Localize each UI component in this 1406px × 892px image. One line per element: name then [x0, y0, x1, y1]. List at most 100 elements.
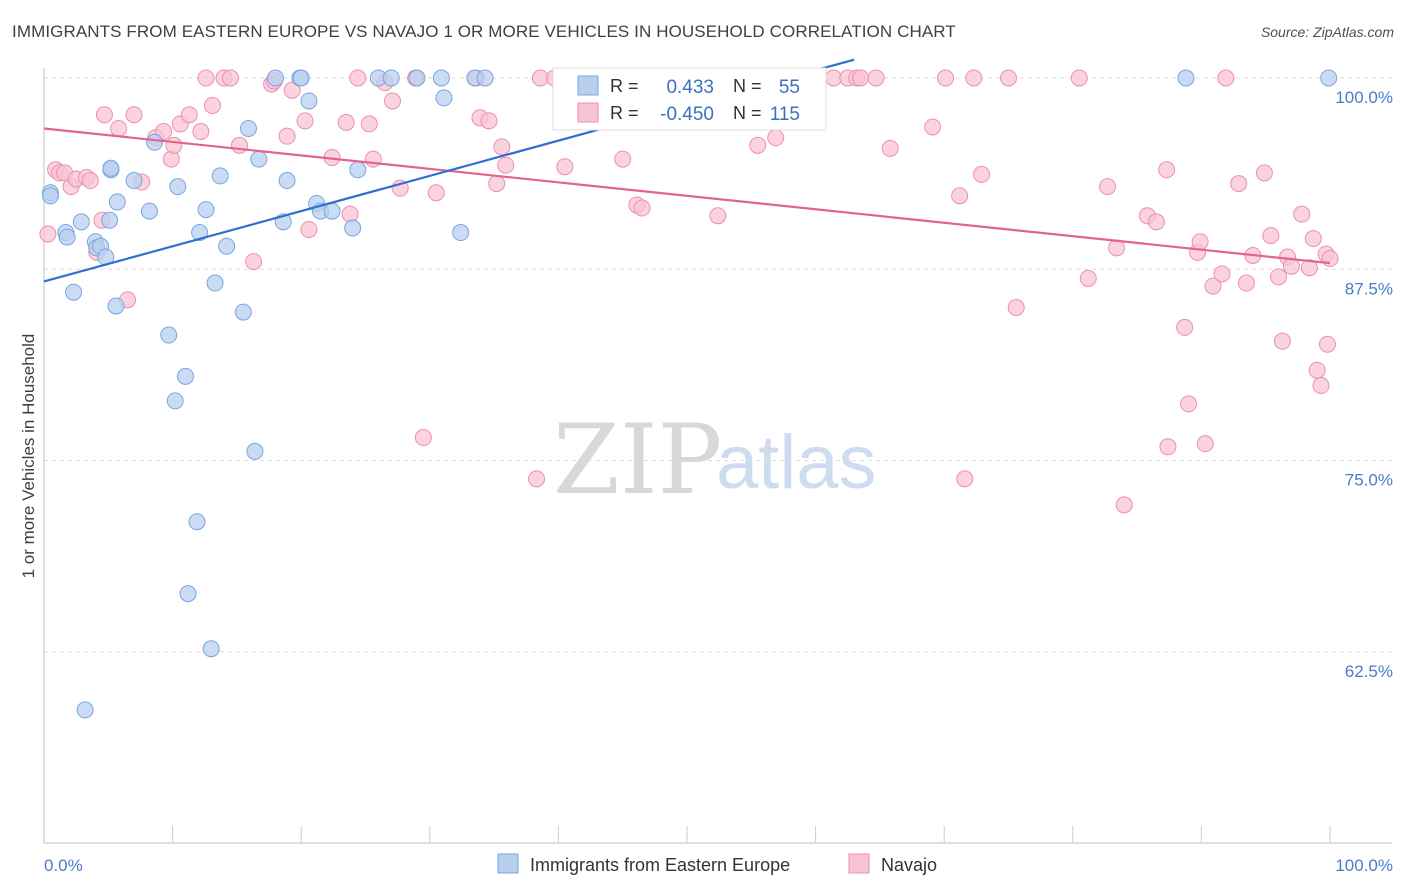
navajo-point	[1270, 268, 1288, 286]
navajo-point	[1293, 205, 1311, 223]
navajo-point	[1159, 438, 1177, 456]
eastern-europe-point	[197, 201, 215, 219]
navajo-point	[528, 470, 546, 488]
eastern-europe-point	[246, 442, 264, 460]
legend-swatch-navajo	[848, 853, 870, 874]
eastern-europe-point	[278, 172, 296, 190]
eastern-europe-point	[107, 297, 125, 315]
eastern-europe-point	[191, 224, 209, 242]
navajo-point	[1000, 69, 1017, 87]
navajo-point	[614, 150, 632, 168]
source-credit: Source: ZipAtlas.com	[1260, 24, 1394, 40]
eastern-europe-point	[41, 187, 59, 205]
eastern-europe-point	[160, 326, 178, 344]
eastern-europe-point	[166, 392, 184, 410]
navajo-point	[709, 207, 727, 225]
navajo-point	[245, 253, 263, 271]
navajo-point	[414, 429, 432, 447]
y-tick-label-0: 100.0%	[1335, 88, 1393, 107]
navajo-point	[488, 175, 506, 193]
navajo-point	[1273, 332, 1291, 350]
navajo-point	[1300, 259, 1318, 277]
eastern-europe-points	[41, 69, 1338, 719]
eastern-europe-point	[146, 133, 164, 151]
eastern-europe-point	[382, 69, 400, 87]
stats-r-value-pink: -0.450	[660, 104, 714, 125]
navajo-point	[852, 69, 870, 87]
legend-label-eastern-europe: Immigrants from Eastern Europe	[530, 855, 790, 875]
navajo-point	[1204, 277, 1222, 295]
eastern-europe-point	[206, 274, 224, 292]
eastern-europe-point	[179, 585, 197, 603]
navajo-point	[1191, 233, 1209, 251]
navajo-point	[1230, 175, 1248, 193]
navajo-point	[300, 220, 318, 238]
y-axis-tick-labels: 100.0% 87.5% 75.0% 62.5%	[1335, 88, 1393, 681]
x-axis-tick-labels: 0.0% 100.0%	[44, 856, 1393, 875]
x-tick-label-0: 0.0%	[44, 856, 83, 875]
navajo-point	[81, 172, 99, 190]
stats-r-label-pink: R =	[610, 103, 639, 123]
y-tick-label-2: 75.0%	[1345, 471, 1393, 490]
navajo-point	[1007, 299, 1025, 316]
navajo-point	[480, 112, 498, 130]
navajo-point	[427, 184, 445, 202]
eastern-europe-point	[292, 69, 310, 87]
navajo-point	[556, 158, 574, 176]
x-axis-ticks	[43, 826, 1331, 843]
eastern-europe-point	[176, 367, 194, 385]
eastern-europe-point	[239, 119, 257, 137]
navajo-point	[110, 119, 128, 137]
eastern-europe-point	[72, 213, 90, 231]
navajo-point	[1099, 178, 1117, 196]
series-legend: Immigrants from Eastern Europe Navajo	[497, 853, 937, 875]
eastern-europe-point	[1320, 69, 1338, 87]
eastern-europe-point	[211, 167, 229, 185]
navajo-point	[1217, 69, 1235, 87]
chart-title: IMMIGRANTS FROM EASTERN EUROPE VS NAVAJO…	[12, 22, 956, 41]
navajo-point	[364, 150, 382, 168]
navajo-point	[296, 112, 314, 130]
eastern-europe-point	[344, 219, 362, 237]
stats-swatch-blue	[577, 75, 599, 96]
navajo-point	[1312, 377, 1330, 395]
eastern-europe-point	[101, 211, 119, 229]
navajo-point	[283, 81, 301, 99]
legend-label-navajo: Navajo	[881, 855, 937, 875]
navajo-point	[1147, 213, 1165, 231]
eastern-europe-point	[250, 150, 268, 168]
navajo-point	[497, 156, 515, 174]
navajo-point	[531, 69, 549, 87]
navajo-point	[1304, 230, 1322, 248]
navajo-point	[1262, 227, 1280, 245]
navajo-point	[1196, 435, 1214, 453]
navajo-point	[972, 165, 990, 183]
navajo-point	[125, 106, 143, 124]
navajo-point	[1176, 318, 1194, 336]
navajo-point	[180, 106, 198, 124]
eastern-europe-point	[102, 159, 120, 177]
navajo-point	[1079, 269, 1097, 287]
navajo-point	[767, 129, 785, 147]
navajo-point	[1255, 164, 1273, 182]
y-tick-label-1: 87.5%	[1345, 279, 1393, 298]
navajo-point	[1237, 274, 1255, 292]
stats-r-label-blue: R =	[610, 76, 639, 96]
navajo-point	[197, 69, 215, 87]
navajo-point	[1213, 265, 1231, 283]
navajo-point	[165, 136, 183, 154]
navajo-point	[965, 69, 983, 87]
eastern-europe-point	[76, 701, 94, 719]
eastern-europe-point	[188, 513, 206, 531]
eastern-europe-point	[476, 69, 494, 87]
eastern-europe-point	[202, 640, 220, 658]
eastern-europe-point	[266, 69, 284, 87]
eastern-europe-point	[323, 202, 341, 220]
x-tick-label-1: 100.0%	[1335, 856, 1393, 875]
navajo-point	[95, 106, 113, 124]
eastern-europe-point	[408, 69, 426, 87]
navajo-point	[1318, 335, 1336, 353]
eastern-europe-point	[452, 224, 470, 242]
gridlines	[44, 77, 1392, 653]
navajo-point	[867, 69, 885, 87]
